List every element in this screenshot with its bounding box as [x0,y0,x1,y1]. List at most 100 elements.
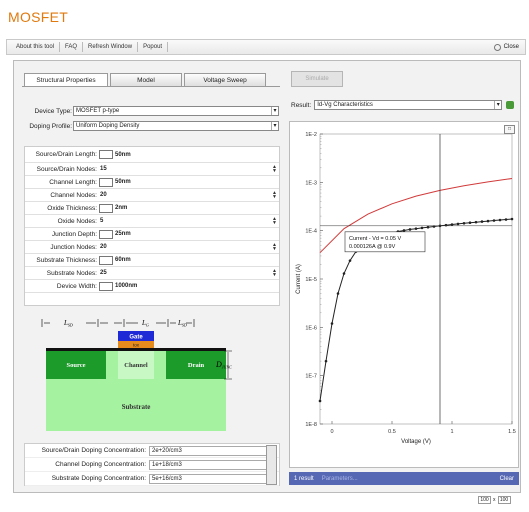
data-point [318,399,322,403]
y-tick-label: 1E-5 [305,277,317,283]
dim-label-sd-left: LSD [63,319,73,328]
data-point [348,259,352,262]
doping-profile-select[interactable]: Uniform Doping Density ▾ [73,121,279,131]
popout-link[interactable]: Popout [138,42,169,52]
close-icon [493,43,501,51]
tab-voltage-sweep[interactable]: Voltage Sweep [184,73,266,87]
zoom-reset-button[interactable]: □ [504,125,515,134]
param-row: Substrate Thickness: 60nm [25,254,279,267]
param-value[interactable]: 50nm [115,179,131,185]
param-input-box[interactable] [99,150,113,159]
param-label: Substrate Thickness: [36,256,97,264]
param-value[interactable]: 25 [100,270,107,276]
substrate-label: Substrate [122,403,151,411]
param-value[interactable]: 15 [100,166,107,172]
param-label: Device Width: [56,282,97,290]
param-row: Channel Nodes: 20 ▲ ▼ [25,189,279,202]
toolbar: About this tool FAQ Refresh Window Popou… [6,39,526,55]
gate-region [118,331,154,341]
zoom-width-field[interactable]: 100 [478,496,491,504]
drain-label: Drain [188,362,205,369]
param-input-box[interactable] [99,255,113,265]
tab-model[interactable]: Model [110,73,182,87]
download-icon[interactable] [506,101,515,109]
sd-doping-field[interactable]: 2e+20/cm3 [149,445,267,456]
about-link[interactable]: About this tool [11,42,61,52]
data-point [336,292,340,295]
source-label: Source [66,362,85,369]
data-point [510,217,514,221]
x-tick-label: 0.5 [388,429,396,435]
param-value[interactable]: 20 [100,192,107,198]
y-tick-label: 1E-8 [305,422,317,428]
param-label: Junction Nodes: [50,243,97,251]
data-point [498,218,502,222]
param-input-box[interactable] [99,229,113,239]
param-value[interactable]: 1000nm [115,283,138,289]
dim-label-sd-right: LSD [177,319,187,328]
stepper-arrows-icon[interactable]: ▲ ▼ [272,189,277,200]
drain-region [166,351,226,379]
data-point [462,222,466,225]
param-row: Junction Nodes: 20 ▲ ▼ [25,241,279,254]
dropdown-arrow-icon: ▾ [271,122,278,130]
param-value[interactable]: 60nm [115,257,131,263]
app-title: MOSFET [8,9,69,25]
param-value[interactable]: 50nm [115,151,131,158]
series-line-0 [319,178,513,254]
param-input-box[interactable] [99,203,113,213]
param-label: Oxide Thickness: [47,204,97,212]
refresh-window-link[interactable]: Refresh Window [83,42,139,52]
stepper-arrows-icon[interactable]: ▲ ▼ [272,215,277,226]
param-value[interactable]: 20 [100,244,107,250]
param-label: Source/Drain Nodes: [36,165,97,173]
channel-doping-field[interactable]: 1e+18/cm3 [149,459,267,470]
param-row: Oxide Nodes: 5 ▲ ▼ [25,215,279,228]
source-region [46,351,106,379]
device-type-select[interactable]: MOSFET p-type ▾ [73,106,279,116]
clear-button[interactable]: Clear [499,475,514,482]
faq-link[interactable]: FAQ [60,42,84,52]
data-point [468,221,472,225]
param-row: Channel Length: 50nm [25,176,279,189]
param-row: Junction Depth: 25nm [25,228,279,241]
param-value[interactable]: 2nm [115,205,128,211]
param-value[interactable]: 5 [100,218,104,224]
data-point [486,219,490,223]
stepper-arrows-icon[interactable]: ▲ ▼ [272,163,277,174]
surface-line [46,348,226,351]
y-tick-label: 1E-7 [305,374,317,380]
channel-label: Channel [124,362,148,369]
param-label: Substrate Nodes: [46,269,97,277]
data-point [324,359,328,363]
oxide-region [118,341,154,348]
y-tick-label: 1E-4 [305,229,317,235]
stepper-arrows-icon[interactable]: ▲ ▼ [272,267,277,278]
simulate-button[interactable]: Simulate [291,71,343,87]
param-value[interactable]: 25nm [115,231,131,237]
result-select[interactable]: Id-Vg Characteristics ▾ [314,100,503,110]
close-button[interactable]: Close [493,43,519,51]
data-point [480,220,484,223]
data-point [426,225,430,229]
concentrations-scrollbar[interactable] [266,445,277,485]
data-point [504,218,508,221]
y-axis-label: Current (A) [296,264,302,294]
tab-underline [22,86,280,88]
channel-doping-label: Channel Doping Concentration: [55,461,146,468]
substrate-doping-field[interactable]: 5e+16/cm3 [149,473,267,484]
stepper-arrows-icon[interactable]: ▲ ▼ [272,241,277,252]
data-point [492,219,496,222]
param-input-box[interactable] [99,177,113,187]
x-axis-label: Voltage (V) [401,439,431,445]
device-type-label: Device Type: [34,108,72,115]
gate-label: Gate [129,335,143,341]
result-label: Result: [291,101,312,109]
x-tick-label: 0 [330,429,333,435]
zoom-height-field[interactable]: 100 [497,496,511,504]
id-vg-chart[interactable]: 1E-8 1E-7 1E-6 1E-5 1E-4 1E-3 1E-2 0 0.5 1 1.5 Volt… [290,122,520,469]
parameters-link[interactable]: Parameters... [321,475,358,482]
tab-structural-properties[interactable]: Structural Properties [24,73,108,87]
param-input-box[interactable] [99,281,113,291]
result-count[interactable]: 1 result [294,475,314,482]
